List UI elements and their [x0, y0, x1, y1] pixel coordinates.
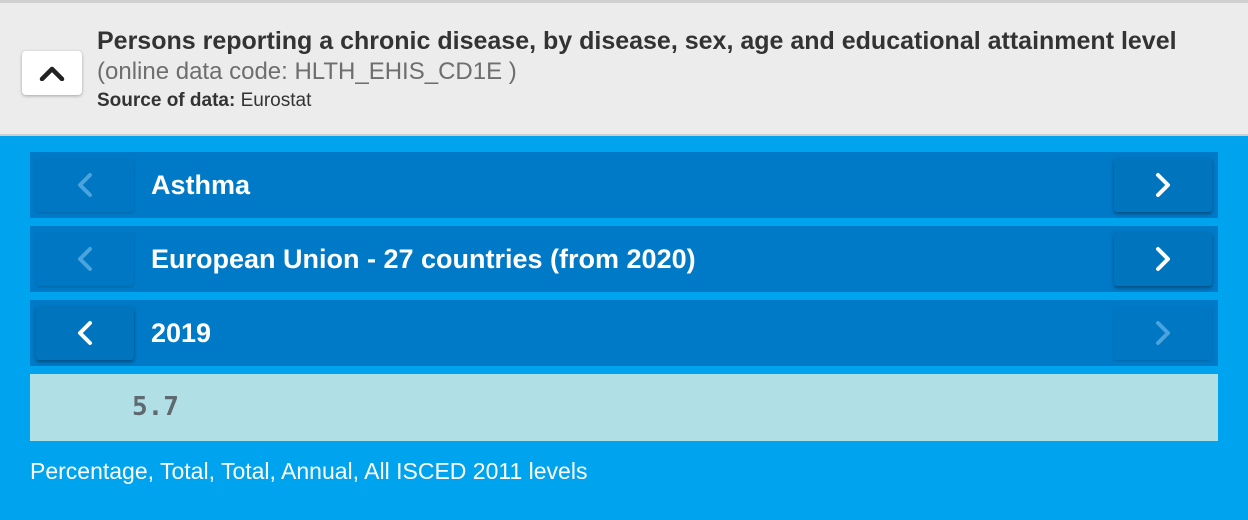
chevron-right-icon: [1156, 247, 1170, 271]
year-next-button: [1114, 306, 1212, 360]
data-value: 5.7: [132, 392, 179, 422]
year-label: 2019: [151, 318, 212, 348]
header-text: Persons reporting a chronic disease, by …: [97, 25, 1237, 115]
dataset-title: Persons reporting a chronic disease, by …: [97, 27, 1177, 55]
chevron-left-icon: [78, 321, 92, 345]
year-prev-button[interactable]: [36, 306, 134, 360]
chevron-left-icon: [78, 173, 92, 197]
value-panel: 5.7: [30, 374, 1218, 441]
geo-prev-button: [36, 232, 134, 286]
chevron-up-icon: [39, 66, 65, 81]
value-description: Percentage, Total, Total, Annual, All IS…: [30, 458, 588, 484]
disease-selector: Asthma: [30, 152, 1218, 218]
year-selector: 2019: [30, 300, 1218, 366]
disease-label: Asthma: [151, 170, 251, 200]
geo-label: European Union - 27 countries (from 2020…: [151, 244, 696, 274]
chevron-right-icon: [1156, 173, 1170, 197]
collapse-button[interactable]: [22, 51, 82, 95]
geo-selector: European Union - 27 countries (from 2020…: [30, 226, 1218, 292]
disease-next-button[interactable]: [1114, 158, 1212, 212]
dataset-header: Persons reporting a chronic disease, by …: [0, 0, 1248, 136]
source-value: Eurostat: [240, 90, 312, 111]
dataset-code: (online data code: HLTH_EHIS_CD1E ): [97, 58, 517, 85]
data-source: Source of data: Eurostat: [97, 87, 1237, 115]
chevron-right-icon: [1156, 321, 1170, 345]
geo-next-button[interactable]: [1114, 232, 1212, 286]
disease-prev-button: [36, 158, 134, 212]
source-label: Source of data:: [97, 90, 236, 111]
chevron-left-icon: [78, 247, 92, 271]
